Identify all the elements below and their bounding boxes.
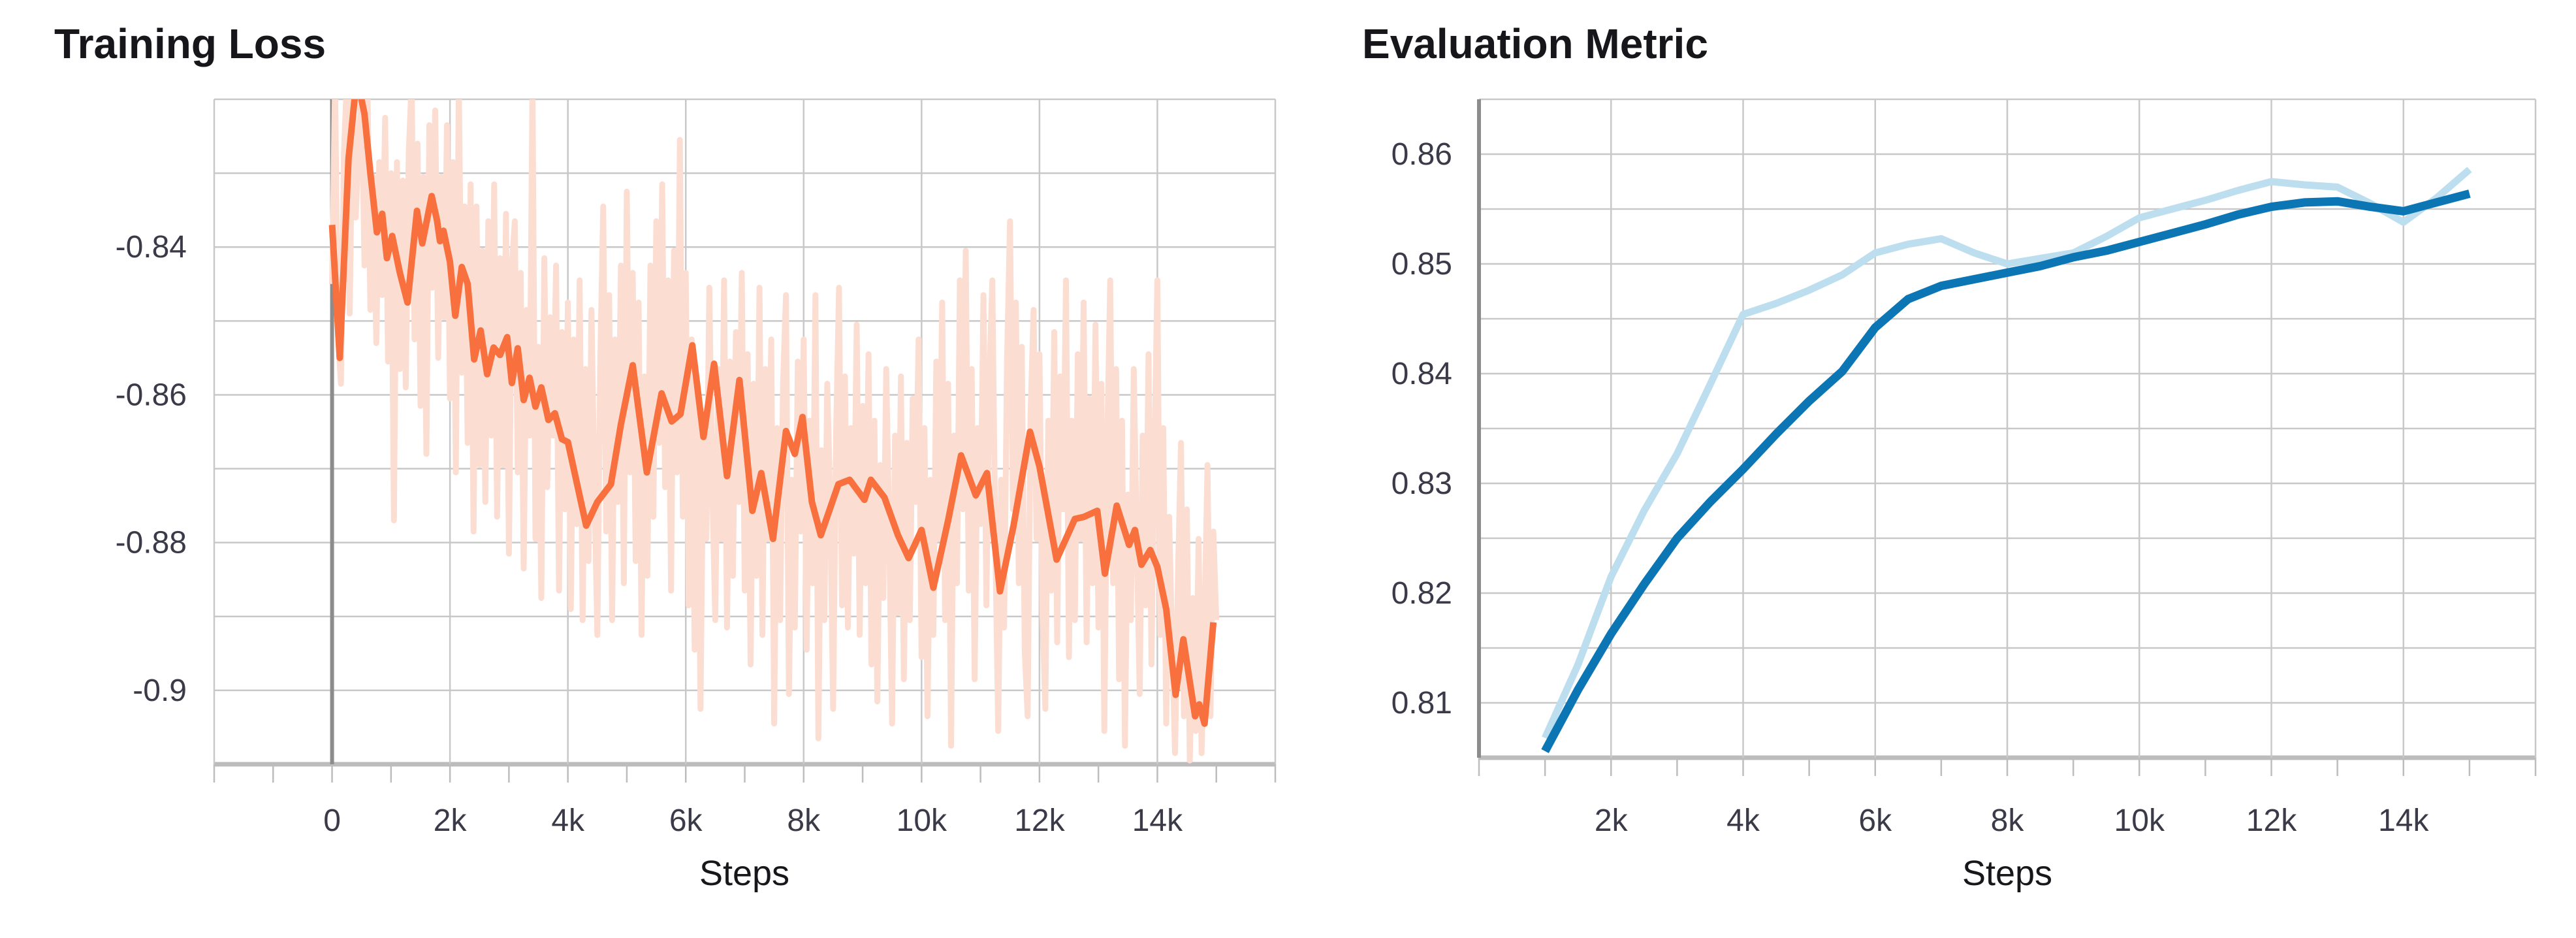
evaluation_metric-raw-line: [1542, 167, 2472, 740]
training_loss-raw-line: [329, 99, 1220, 764]
y-tick-label: -0.84: [116, 230, 187, 265]
x-tick-label: 8k: [1991, 803, 2025, 838]
x-tick-label: 2k: [1595, 803, 1629, 838]
x-tick-label: 8k: [787, 803, 821, 838]
evaluation-metric-title: Evaluation Metric: [1362, 20, 1708, 67]
x-tick-label: 2k: [434, 803, 468, 838]
training-loss-xaxis-label: Steps: [699, 854, 790, 893]
training_loss-smoothed-line: [328, 99, 1217, 727]
y-tick-label: -0.9: [133, 673, 187, 708]
x-tick-label: 14k: [1132, 803, 1183, 838]
x-tick-label: 12k: [2246, 803, 2297, 838]
x-tick-label: 10k: [2114, 803, 2165, 838]
training_loss-y-tick-labels: -0.84 -0.86 -0.88 -0.9: [116, 230, 187, 708]
evaluation-metric-xaxis-label: Steps: [1962, 854, 2053, 893]
x-tick-label: 0: [323, 803, 341, 838]
y-tick-label: 0.81: [1391, 686, 1452, 720]
y-tick-label: 0.83: [1391, 466, 1452, 501]
y-tick-label: 0.86: [1391, 137, 1452, 172]
x-tick-label: 6k: [669, 803, 703, 838]
training-loss-title: Training Loss: [54, 20, 326, 67]
x-tick-label: 6k: [1858, 803, 1892, 838]
training_loss-series: [328, 99, 1220, 764]
training_loss-chart: -0.84 -0.86 -0.88 -0.9 0 2k 4k 6k 8k 10k 12k 14k: [116, 98, 1277, 838]
evaluation_metric-chart: 0.86 0.85 0.84 0.83 0.82 0.81 2k 4k 6k 8k 10k 12k 14…: [1391, 98, 2537, 838]
x-tick-label: 10k: [897, 803, 947, 838]
x-tick-label: 4k: [551, 803, 585, 838]
y-tick-label: 0.84: [1391, 357, 1452, 391]
evaluation_metric-gridlines: [1477, 98, 2537, 776]
x-tick-label: 14k: [2378, 803, 2429, 838]
x-tick-label: 12k: [1014, 803, 1065, 838]
x-tick-label: 4k: [1726, 803, 1760, 838]
y-tick-label: 0.85: [1391, 247, 1452, 282]
y-tick-label: -0.86: [116, 378, 187, 412]
evaluation_metric-smoothed-line: [1541, 189, 2471, 753]
evaluation_metric-series: [1541, 167, 2472, 753]
evaluation_metric-x-tick-labels: 2k 4k 6k 8k 10k 12k 14k: [1595, 803, 2430, 838]
training_loss-x-tick-labels: 0 2k 4k 6k 8k 10k 12k 14k: [323, 803, 1183, 838]
y-tick-label: -0.88: [116, 526, 187, 560]
y-tick-label: 0.82: [1391, 576, 1452, 611]
evaluation_metric-y-tick-labels: 0.86 0.85 0.84 0.83 0.82 0.81: [1391, 137, 1452, 720]
